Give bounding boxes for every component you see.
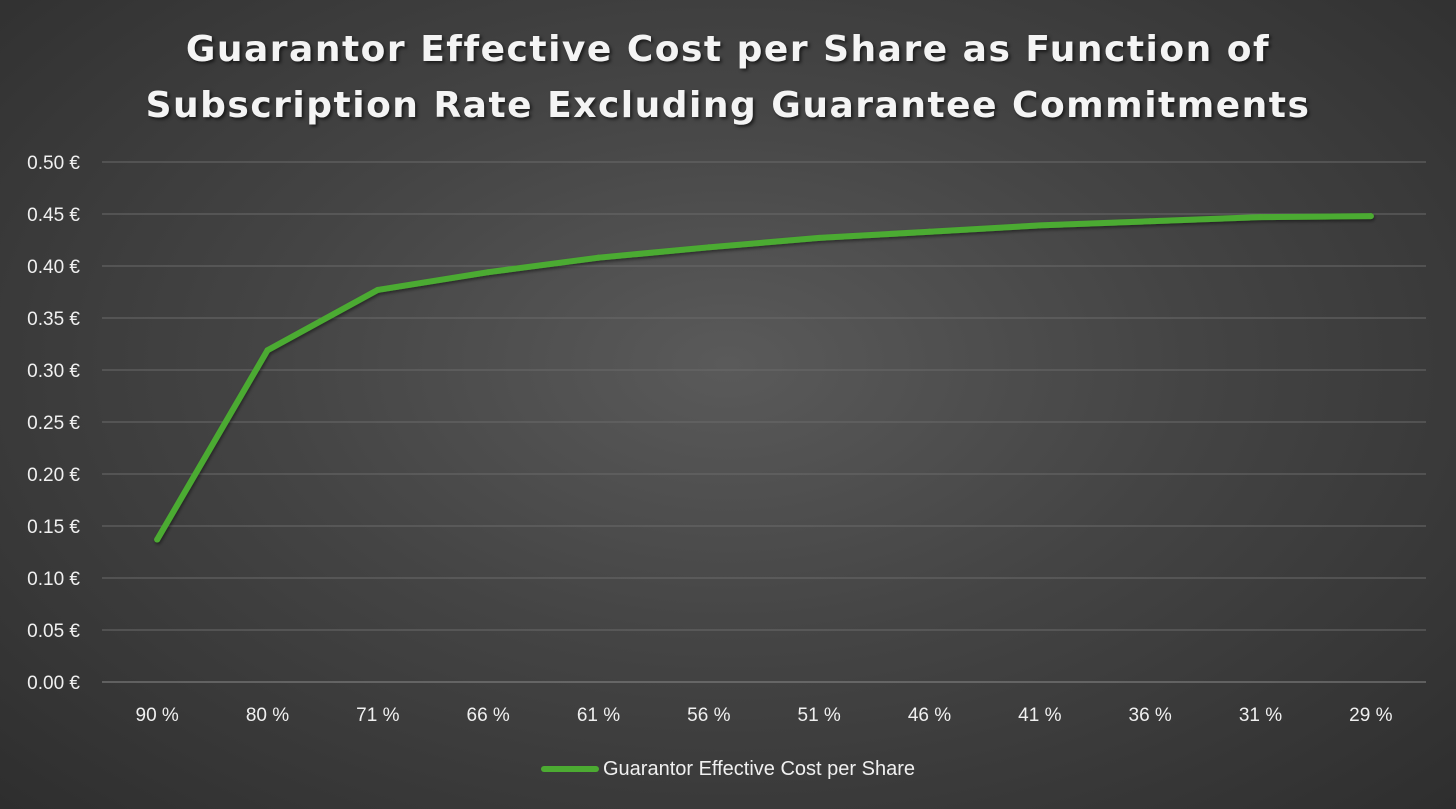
y-tick-label: 0.25 € [27, 413, 80, 434]
y-tick-label: 0.15 € [27, 517, 80, 538]
data-point [705, 244, 712, 251]
x-tick-label: 90 % [136, 705, 179, 726]
data-point [154, 536, 161, 543]
data-point [926, 228, 933, 235]
x-tick-label: 80 % [246, 705, 289, 726]
data-point [816, 234, 823, 241]
data-point [485, 269, 492, 276]
data-point [1257, 214, 1264, 221]
x-tick-label: 61 % [577, 705, 620, 726]
legend: Guarantor Effective Cost per Share [0, 752, 1456, 786]
chart-title-line-1: Guarantor Effective Cost per Share as Fu… [185, 29, 1271, 70]
data-point [374, 286, 381, 293]
y-tick-label: 0.50 € [27, 153, 80, 174]
x-axis-tick-labels: 90 % 80 % 71 % 66 % 61 % 56 % 51 % 46 % 41 % 36 %… [136, 705, 1393, 726]
x-tick-label: 46 % [908, 705, 951, 726]
x-tick-label: 31 % [1239, 705, 1282, 726]
x-tick-label: 29 % [1349, 705, 1392, 726]
x-tick-label: 41 % [1018, 705, 1061, 726]
x-tick-label: 66 % [467, 705, 510, 726]
data-point [1367, 213, 1374, 220]
series-line [154, 213, 1374, 543]
legend-label: Guarantor Effective Cost per Share [602, 757, 915, 780]
chart-title: Guarantor Effective Cost per Share as Fu… [0, 22, 1456, 134]
y-axis-tick-labels: 0.00 € 0.05 € 0.10 € 0.15 € 0.20 € 0.25 € 0.30… [27, 153, 80, 694]
x-tick-label: 36 % [1129, 705, 1172, 726]
x-tick-label: 51 % [798, 705, 841, 726]
y-tick-label: 0.10 € [27, 569, 80, 590]
y-tick-label: 0.00 € [27, 673, 80, 694]
data-point [1147, 218, 1154, 225]
data-point [595, 254, 602, 261]
x-tick-label: 71 % [356, 705, 399, 726]
y-tick-label: 0.05 € [27, 621, 80, 642]
data-point [264, 347, 271, 354]
series-layer [154, 213, 1374, 543]
x-tick-label: 56 % [687, 705, 730, 726]
data-point [1036, 222, 1043, 229]
y-tick-label: 0.45 € [27, 205, 80, 226]
y-tick-label: 0.20 € [27, 465, 80, 486]
legend-swatch [540, 766, 599, 772]
y-tick-label: 0.35 € [27, 309, 80, 330]
y-tick-label: 0.30 € [27, 361, 80, 382]
chart-title-line-2: Subscription Rate Excluding Guarantee Co… [145, 85, 1311, 126]
y-tick-label: 0.40 € [27, 257, 80, 278]
